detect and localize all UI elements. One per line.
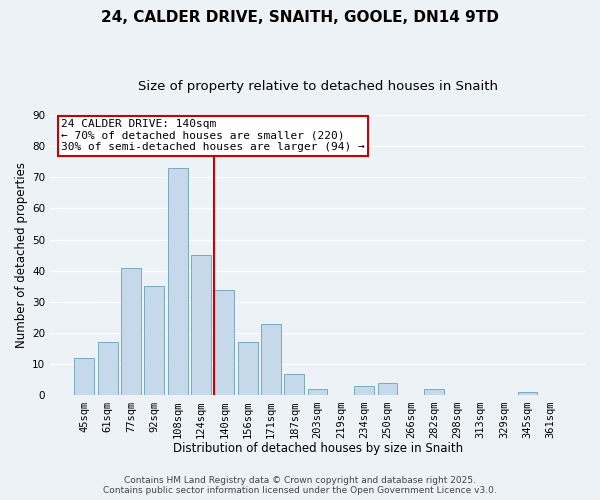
Bar	[191, 255, 211, 396]
Y-axis label: Number of detached properties: Number of detached properties	[15, 162, 28, 348]
Bar	[145, 286, 164, 396]
Bar	[121, 268, 141, 396]
Bar	[214, 290, 234, 396]
Bar	[377, 383, 397, 396]
Bar	[355, 386, 374, 396]
Bar	[308, 389, 328, 396]
Text: 24, CALDER DRIVE, SNAITH, GOOLE, DN14 9TD: 24, CALDER DRIVE, SNAITH, GOOLE, DN14 9T…	[101, 10, 499, 25]
Bar	[518, 392, 538, 396]
Text: 24 CALDER DRIVE: 140sqm
← 70% of detached houses are smaller (220)
30% of semi-d: 24 CALDER DRIVE: 140sqm ← 70% of detache…	[61, 119, 365, 152]
Title: Size of property relative to detached houses in Snaith: Size of property relative to detached ho…	[137, 80, 497, 93]
Bar	[424, 389, 444, 396]
Text: Contains HM Land Registry data © Crown copyright and database right 2025.
Contai: Contains HM Land Registry data © Crown c…	[103, 476, 497, 495]
Bar	[74, 358, 94, 396]
Bar	[261, 324, 281, 396]
X-axis label: Distribution of detached houses by size in Snaith: Distribution of detached houses by size …	[173, 442, 463, 455]
Bar	[238, 342, 257, 396]
Bar	[284, 374, 304, 396]
Bar	[168, 168, 188, 396]
Bar	[98, 342, 118, 396]
